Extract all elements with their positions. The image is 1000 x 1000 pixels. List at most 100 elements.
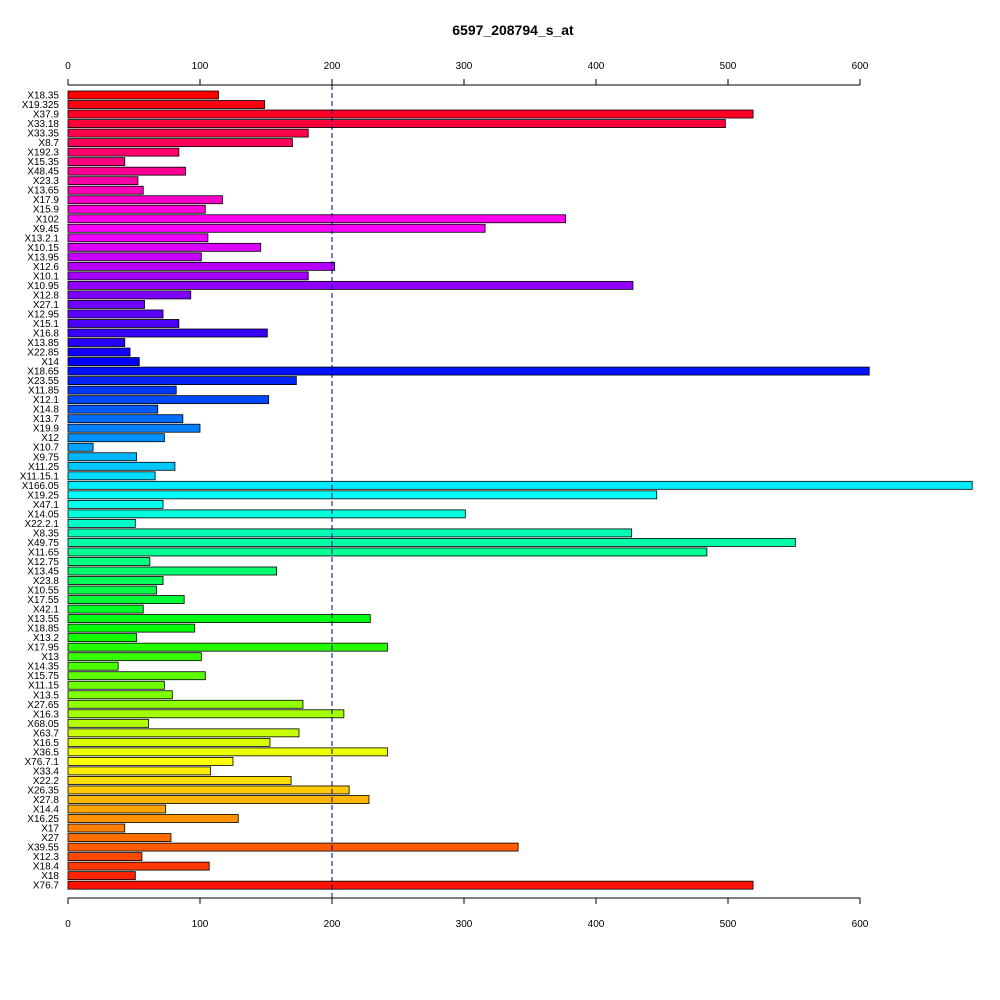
category-label: X13.7 xyxy=(33,414,60,425)
category-label: X27.8 xyxy=(33,795,60,806)
category-label: X18.35 xyxy=(27,91,59,102)
category-label: X10.1 xyxy=(33,271,60,282)
category-label: X37.9 xyxy=(33,110,60,121)
category-label: X16.3 xyxy=(33,709,60,720)
category-label: X13.95 xyxy=(27,252,59,263)
bar xyxy=(67,747,388,757)
bar xyxy=(67,128,309,138)
bar xyxy=(67,166,186,176)
tick-label: 300 xyxy=(456,61,473,72)
category-label: X12 xyxy=(41,433,59,444)
category-label: X15.35 xyxy=(27,157,59,168)
category-label: X17.55 xyxy=(27,595,59,606)
category-label: X27 xyxy=(41,833,59,844)
tick-label: 500 xyxy=(720,61,737,72)
bar xyxy=(67,385,177,395)
bar xyxy=(67,509,466,519)
bar xyxy=(67,757,234,766)
category-label: X11.25 xyxy=(28,462,59,473)
bar xyxy=(67,871,136,881)
bar xyxy=(67,528,633,538)
bar xyxy=(67,833,172,842)
category-label: X16.5 xyxy=(33,738,60,749)
category-label: X10.55 xyxy=(27,586,59,597)
category-label: X16.25 xyxy=(27,814,59,825)
category-label: X13.55 xyxy=(27,614,59,625)
bar xyxy=(67,490,658,500)
bar xyxy=(67,633,138,643)
tick-label: 200 xyxy=(324,919,341,930)
category-label: X13.2 xyxy=(33,633,60,644)
bar xyxy=(67,595,185,604)
bar xyxy=(67,347,131,357)
bar xyxy=(67,319,180,328)
tick-label: 0 xyxy=(65,919,71,930)
bar xyxy=(67,709,345,719)
bar xyxy=(67,585,157,595)
bar xyxy=(67,366,870,376)
category-label: X23.3 xyxy=(33,176,60,187)
bar xyxy=(67,728,300,738)
bar xyxy=(67,842,519,852)
tick-label: 400 xyxy=(588,919,605,930)
category-label: X26.35 xyxy=(27,785,59,796)
bar xyxy=(67,309,164,319)
category-label: X11.15.1 xyxy=(20,471,60,482)
bar xyxy=(67,785,350,795)
category-label: X19.325 xyxy=(22,100,60,111)
category-label: X76.7 xyxy=(33,881,60,892)
category-label: X18.65 xyxy=(27,367,59,378)
bar xyxy=(67,414,184,424)
bar xyxy=(67,328,268,338)
category-label: X9.75 xyxy=(33,452,60,463)
category-label: X12.8 xyxy=(33,290,60,301)
category-label: X19.9 xyxy=(33,424,60,435)
bar xyxy=(67,138,293,148)
category-label: X10.7 xyxy=(33,443,60,454)
category-label: X13.85 xyxy=(27,338,59,349)
bar xyxy=(67,661,119,671)
bar xyxy=(67,652,202,662)
bar xyxy=(67,109,754,119)
category-label: X33.4 xyxy=(33,766,60,777)
bar xyxy=(67,604,144,614)
category-label: X13 xyxy=(41,652,59,663)
bar xyxy=(67,566,277,576)
bar xyxy=(67,718,149,728)
bar xyxy=(67,147,180,157)
category-label: X27.65 xyxy=(27,700,59,711)
tick-label: 100 xyxy=(192,61,209,72)
bar xyxy=(67,776,292,785)
bar xyxy=(67,614,371,623)
bar xyxy=(67,357,140,366)
category-label: X17.95 xyxy=(27,643,59,654)
bar xyxy=(67,195,223,205)
bar xyxy=(67,300,145,309)
category-label: X12.6 xyxy=(33,262,60,273)
category-label: X15.75 xyxy=(27,671,59,682)
bar xyxy=(67,804,167,814)
category-label: X47.1 xyxy=(33,500,60,511)
category-label: X23.8 xyxy=(33,576,60,587)
category-label: X49.75 xyxy=(27,538,59,549)
category-label: X68.05 xyxy=(27,719,59,730)
category-label: X63.7 xyxy=(33,728,60,739)
tick-label: 600 xyxy=(852,919,869,930)
bar xyxy=(67,157,126,167)
category-label: X27.1 xyxy=(33,300,60,311)
bar xyxy=(67,557,151,566)
bar xyxy=(67,119,726,128)
bar xyxy=(67,471,156,481)
category-label: X22.85 xyxy=(27,348,59,359)
category-label: X11.85 xyxy=(28,386,59,397)
bar xyxy=(67,214,567,224)
bar xyxy=(67,766,211,776)
bar xyxy=(67,737,271,747)
category-label: X12.95 xyxy=(27,309,59,320)
category-labels: X18.35X19.325X37.9X33.18X33.35X8.7X192.3… xyxy=(20,91,60,892)
category-label: X33.35 xyxy=(27,129,59,140)
bar xyxy=(67,680,165,690)
bar xyxy=(67,423,201,433)
bar xyxy=(67,338,126,347)
bar xyxy=(67,242,262,252)
